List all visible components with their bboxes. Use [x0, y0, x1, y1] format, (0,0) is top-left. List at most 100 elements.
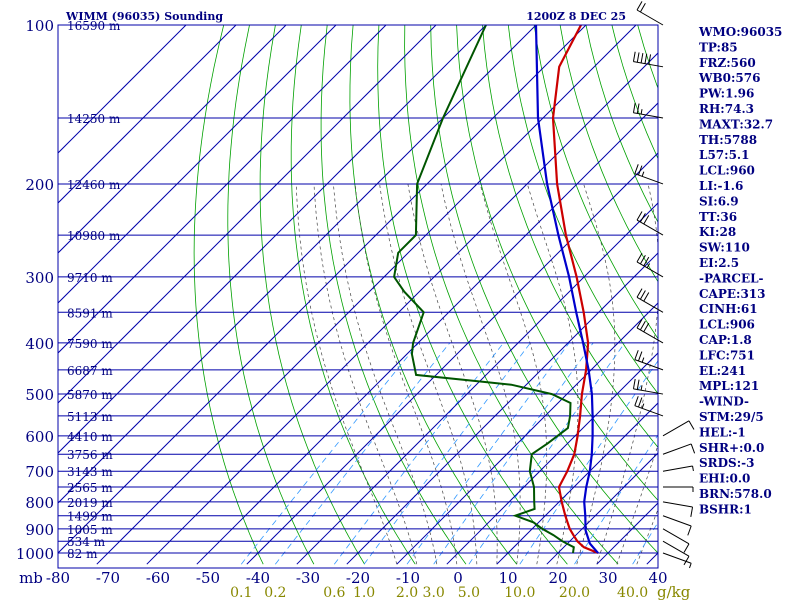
isotherm-line: [58, 25, 587, 554]
wind-barb-staff: [662, 552, 692, 564]
index-readout: LFC:751: [699, 348, 755, 362]
index-readout: SW:110: [699, 241, 750, 255]
pressure-tick-label: 700: [25, 463, 54, 481]
pressure-tick-label: 300: [25, 269, 54, 287]
isotherm-line: [446, 352, 658, 565]
mixing-ratio-tick-label: 20.0: [559, 585, 590, 600]
height-label: 14250 m: [67, 112, 121, 126]
moist-adiabat-line: [576, 183, 616, 565]
mixing-ratio-line: [468, 342, 626, 565]
isotherm-line: [58, 25, 437, 404]
dry-adiabat-line: [259, 25, 365, 565]
height-label: 2565 m: [67, 481, 113, 495]
index-readout: CAPE:313: [699, 287, 766, 301]
wind-barb-flag: [639, 254, 646, 265]
index-readout: MPL:121: [699, 379, 759, 393]
isotherm-line: [58, 25, 487, 454]
wind-barb-flag: [636, 211, 643, 221]
isotherm-line: [396, 302, 658, 565]
height-labels: 16590 m 14250 m 12460 m 10980 m 9710 m 8591 m…: [67, 19, 121, 561]
wind-barb-staff: [634, 359, 664, 371]
wind-barb-flag: [688, 420, 695, 430]
wind-barb-flag: [643, 215, 650, 225]
isotherm-line: [58, 25, 537, 504]
pressure-unit-label: mb: [19, 569, 43, 587]
height-label: 82 m: [67, 547, 98, 561]
dewpoint-profile-line: [393, 25, 575, 554]
wind-barb-flag: [636, 1, 643, 11]
wind-barb-staff: [636, 296, 664, 313]
wind-barb-staff: [634, 405, 664, 417]
grid-lines: [58, 25, 658, 565]
mixing-ratio-line: [333, 342, 504, 565]
dry-adiabat-line: [290, 25, 416, 565]
index-readout: TT:36: [699, 210, 737, 224]
wind-barb-flag: [643, 256, 650, 267]
isotherm-line: [146, 52, 658, 565]
height-label: 10980 m: [67, 229, 121, 243]
index-readout: SRDS:-3: [699, 456, 754, 470]
wind-barb-flag: [689, 563, 692, 569]
index-readout: STM:29/5: [699, 410, 764, 424]
index-readout: BSHR:1: [699, 502, 752, 516]
wind-barb-flag: [646, 263, 651, 269]
plot-frame: [57, 24, 659, 569]
pressure-tick-label: 100: [25, 17, 54, 35]
mixing-ratio-tick-label: 0.1: [230, 585, 252, 600]
wind-barb-flag: [640, 109, 643, 115]
height-label: 5113 m: [67, 410, 113, 424]
wind-barb-flag: [638, 397, 643, 408]
index-readout: EHI:0.0: [699, 472, 750, 486]
isotherm-line: [58, 25, 237, 204]
wind-barb-staff: [633, 61, 664, 68]
wind-barb-flag: [641, 403, 645, 409]
temperature-tick-label: 20: [548, 569, 567, 587]
isotherm-line: [546, 452, 658, 565]
height-label: 3143 m: [67, 465, 113, 479]
moist-adiabat-line: [354, 183, 458, 565]
wind-barb-flag: [641, 171, 645, 177]
wind-barb-staff: [662, 515, 692, 527]
index-readout: SHR+:0.0: [699, 441, 764, 455]
height-label: 3756 m: [67, 448, 113, 462]
mixing-ratio-line: [519, 360, 658, 565]
temperature-tick-label: -10: [396, 569, 420, 587]
dry-adiabat-line: [377, 25, 568, 565]
parcel-path-line: [534, 25, 599, 554]
pressure-tick-label: 800: [25, 494, 54, 512]
mixing-ratio-line: [433, 342, 594, 565]
isotherm-line: [58, 25, 187, 154]
wind-barb-flag: [690, 443, 696, 454]
wind-barb-flag: [639, 320, 646, 331]
height-label: 4410 m: [67, 430, 113, 444]
mixing-ratio-line: [406, 342, 570, 565]
wind-barb-flag: [648, 54, 652, 65]
chart-title: WIMM (96035) Sounding: [65, 10, 223, 23]
wind-barb-flag: [638, 165, 643, 176]
isotherm-line: [196, 102, 658, 565]
temperature-profile-line: [551, 25, 599, 555]
wind-barb-staff: [662, 420, 690, 437]
temperature-axis-labels: -80 -70 -60 -50 -40 -30 -20 -10 0 10 20 30 40: [46, 569, 668, 587]
wind-barb-flag: [634, 350, 639, 360]
index-readout: -PARCEL-: [699, 271, 764, 285]
index-readout: TP:85: [699, 40, 738, 54]
temperature-tick-label: -30: [296, 569, 320, 587]
wind-barb-staff: [636, 327, 664, 344]
index-readout: PW:1.96: [699, 87, 754, 101]
moist-adiabat-line: [295, 183, 398, 565]
dry-adiabat-line: [559, 25, 658, 283]
temperature-tick-label: 0: [453, 569, 463, 587]
moist-adiabat-line: [313, 183, 418, 565]
mixing-ratio-tick-label: 1.0: [353, 585, 375, 600]
isotherm-line: [346, 252, 658, 565]
sounding-series: [393, 25, 599, 555]
height-label: 5870 m: [67, 388, 113, 402]
moist-adiabat-line: [407, 183, 498, 565]
wind-barb-flag: [639, 213, 646, 223]
index-readout: LCL:906: [699, 318, 755, 332]
wind-barb-staff: [634, 173, 664, 185]
